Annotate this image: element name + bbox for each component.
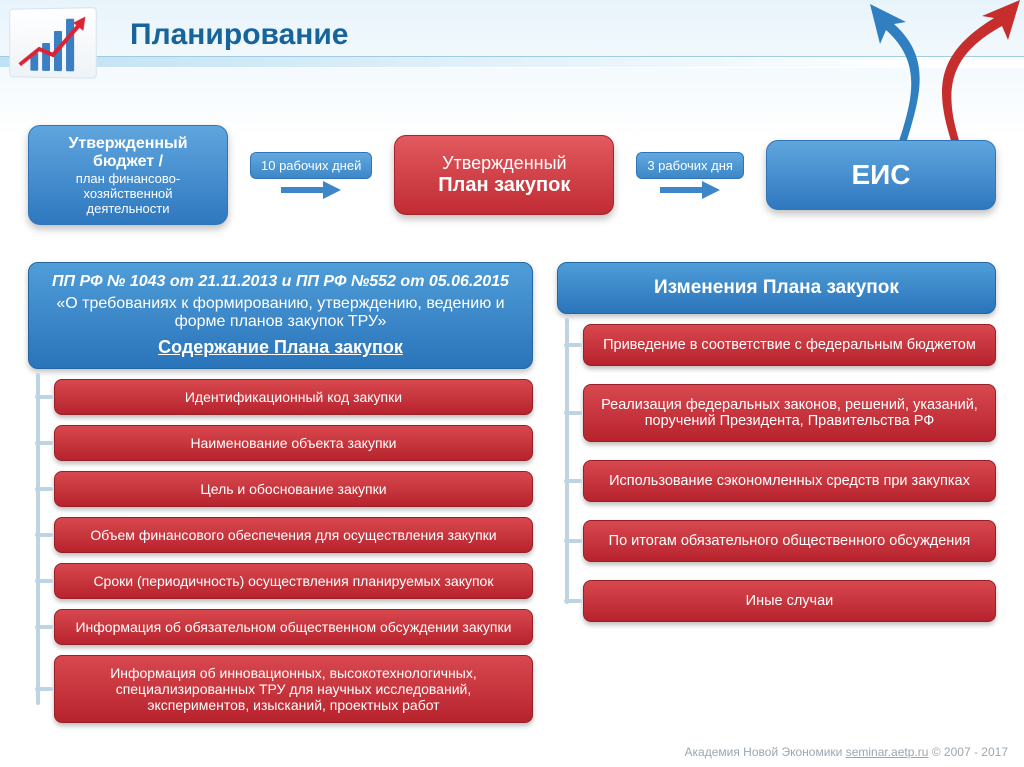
left-panel-head: ПП РФ № 1043 от 21.11.2013 и ПП РФ №552 … [28,262,533,369]
right-column: Изменения Плана закупок Приведение в соо… [557,262,996,727]
node-eis: ЕИС [766,140,996,210]
slide: Планирование Утвержденный бюджет / план … [0,0,1024,767]
footer: Академия Новой Экономики seminar.aetp.ru… [685,745,1008,759]
arrow-right-icon [281,181,341,199]
list-item: Использование сэкономленных средств при … [583,460,996,502]
list-item: Сроки (периодичность) осуществления план… [54,563,533,599]
node-budget-sub: план финансово-хозяйственной деятельност… [43,171,213,216]
node-budget: Утвержденный бюджет / план финансово-хоз… [28,125,228,225]
footer-text: Академия Новой Экономики [685,745,846,759]
slide-title: Планирование [130,18,349,52]
columns: ПП РФ № 1043 от 21.11.2013 и ПП РФ №552 … [28,262,996,727]
chart-icon [9,7,97,79]
left-list: Идентификационный код закупки Наименовани… [28,379,533,723]
right-list: Приведение в соответствие с федеральным … [557,324,996,622]
list-item: Информация об инновационных, высокотехно… [54,655,533,723]
node-plan: Утвержденный План закупок [394,135,614,215]
right-panel-head: Изменения Плана закупок [557,262,996,314]
left-head-line3: Содержание Плана закупок [43,337,518,358]
list-item: По итогам обязательного общественного об… [583,520,996,562]
list-item: Приведение в соответствие с федеральным … [583,324,996,366]
step-2: 3 рабочих дня [636,152,744,199]
left-head-line2: «О требованиях к формированию, утвержден… [43,295,518,331]
list-item: Цель и обоснование закупки [54,471,533,507]
left-head-line1: ПП РФ № 1043 от 21.11.2013 и ПП РФ №552 … [43,273,518,291]
footer-link[interactable]: seminar.aetp.ru [846,745,929,759]
node-eis-label: ЕИС [851,159,910,191]
flow-row: Утвержденный бюджет / план финансово-хоз… [28,120,996,230]
list-item: Наименование объекта закупки [54,425,533,461]
list-item: Информация об обязательном общественном … [54,609,533,645]
step-1-label: 10 рабочих дней [250,152,372,179]
list-item: Объем финансового обеспечения для осущес… [54,517,533,553]
node-budget-title: Утвержденный бюджет / [43,135,213,171]
step-1: 10 рабочих дней [250,152,372,199]
list-item: Идентификационный код закупки [54,379,533,415]
left-column: ПП РФ № 1043 от 21.11.2013 и ПП РФ №552 … [28,262,533,727]
node-plan-line1: Утвержденный [442,153,567,174]
list-item: Реализация федеральных законов, решений,… [583,384,996,442]
list-item: Иные случаи [583,580,996,622]
node-plan-line2: План закупок [438,174,570,197]
footer-copyright: © 2007 - 2017 [928,745,1008,759]
step-2-label: 3 рабочих дня [636,152,744,179]
arrow-right-icon [660,181,720,199]
